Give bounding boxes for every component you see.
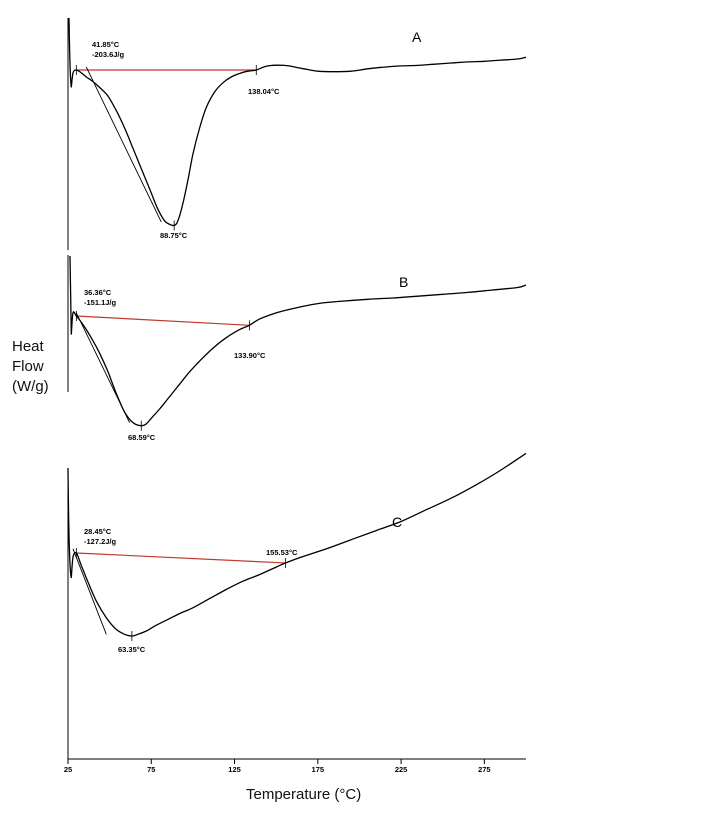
annotation-b-enthalpy: -151.1J/g bbox=[84, 298, 117, 307]
series-curve-c bbox=[67, 452, 527, 637]
annotation-b-peak: 68.59°C bbox=[128, 433, 156, 442]
y-axis-label-line-3: (W/g) bbox=[12, 378, 49, 395]
annotation-a-endset: 138.04°C bbox=[248, 87, 280, 96]
y-axis-label-line-1: Heat bbox=[12, 338, 44, 355]
series-label-a: A bbox=[412, 29, 422, 45]
y-axis-label: Heat Flow (W/g) bbox=[12, 337, 49, 397]
series-curve-b bbox=[69, 255, 527, 427]
annotation-c-onset: 28.45°C bbox=[84, 527, 112, 536]
annotation-c-enthalpy: -127.2J/g bbox=[84, 537, 117, 546]
series-label-b: B bbox=[399, 274, 408, 290]
x-tick-label-125: 125 bbox=[228, 765, 241, 774]
annotation-a-onset: 41.85°C bbox=[92, 40, 120, 49]
curves bbox=[67, 17, 527, 641]
annotation-b-endset: 133.90°C bbox=[234, 351, 266, 360]
series-label-c: C bbox=[392, 514, 402, 530]
x-tick-label-175: 175 bbox=[312, 765, 325, 774]
x-tick-label-75: 75 bbox=[147, 765, 155, 774]
onset-tangent-a bbox=[85, 66, 162, 223]
series-curve-a bbox=[68, 17, 527, 227]
tangent-lines bbox=[72, 66, 162, 635]
x-axis-label: Temperature (°C) bbox=[246, 786, 362, 803]
baselines bbox=[75, 65, 286, 568]
baseline-b bbox=[76, 315, 250, 326]
x-ticks: 25 75 125 175 225 275 bbox=[64, 759, 491, 774]
annotation-a-peak: 88.75°C bbox=[160, 231, 188, 240]
onset-tangent-b bbox=[75, 312, 131, 423]
onset-tangent-c bbox=[72, 548, 107, 635]
annotation-c-endset: 155.53°C bbox=[266, 548, 298, 557]
annotation-a-enthalpy: -203.6J/g bbox=[92, 50, 125, 59]
y-axis-label-line-2: Flow bbox=[12, 358, 44, 375]
annotation-b-onset: 36.36°C bbox=[84, 288, 112, 297]
annotation-c-peak: 63.35°C bbox=[118, 645, 146, 654]
x-tick-label-275: 275 bbox=[478, 765, 491, 774]
baseline-c bbox=[76, 552, 286, 564]
x-tick-label-225: 225 bbox=[395, 765, 408, 774]
x-tick-label-25: 25 bbox=[64, 765, 72, 774]
